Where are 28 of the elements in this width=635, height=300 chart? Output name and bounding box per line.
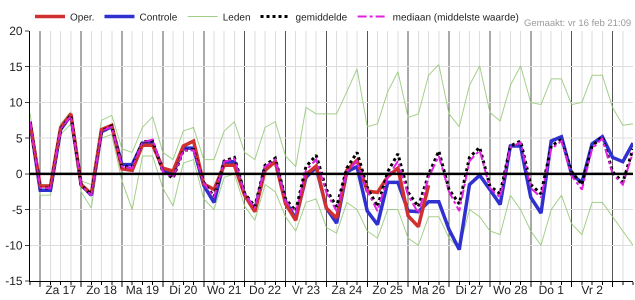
legend-label: Leden	[222, 12, 251, 24]
legend-label: mediaan (middelste waarde)	[392, 12, 519, 24]
y-tick-label: -5	[12, 202, 23, 217]
y-tick-label: -10	[5, 238, 23, 252]
x-tick-label: Do 22	[249, 283, 282, 297]
legend-label: gemiddelde	[296, 12, 348, 24]
x-tick-label: Vr 2	[581, 283, 604, 297]
x-tick-label: Ma 19	[126, 283, 160, 297]
legend-label: Controle	[139, 12, 178, 24]
x-tick-label: Di 20	[169, 283, 198, 297]
x-tick-label: Za 24	[331, 283, 362, 297]
x-tick-label: Vr 23	[292, 283, 320, 297]
x-tick-label: Wo 21	[206, 283, 242, 297]
x-tick-label: Do 1	[538, 283, 564, 297]
y-tick-label: 5	[16, 131, 23, 146]
x-tick-label: Zo 18	[86, 283, 118, 297]
y-tick-label: 20	[9, 24, 23, 38]
x-tick-label: Za 17	[45, 283, 76, 297]
y-tick-label: -15	[5, 274, 23, 288]
y-tick-label: 10	[9, 96, 23, 110]
x-tick-label: Wo 28	[493, 283, 528, 297]
x-tick-label: Zo 25	[372, 283, 404, 297]
text: Gemaakt: vr 16 feb 21:09	[524, 18, 632, 29]
y-tick-label: 0	[16, 167, 23, 182]
legend-label: Oper.	[70, 12, 94, 24]
x-tick-label: Ma 26	[412, 283, 446, 297]
y-tick-label: 15	[9, 60, 23, 74]
x-tick-label: Di 27	[455, 283, 484, 297]
